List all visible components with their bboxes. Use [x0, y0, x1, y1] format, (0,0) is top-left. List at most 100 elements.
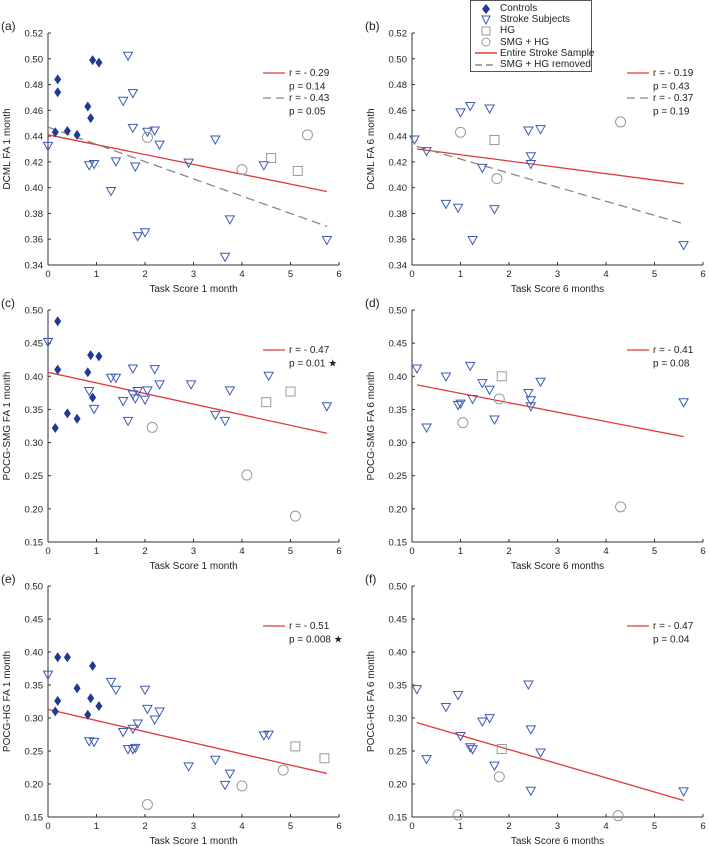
y-tick-label: 0.25 [25, 471, 44, 482]
hg-point [266, 153, 277, 164]
stroke-subject-point [467, 236, 478, 246]
stroke-subject-point [224, 769, 236, 780]
stroke-subject-point [142, 704, 153, 715]
y-tick-label: 0.35 [389, 405, 408, 416]
y-tick-label: 0.30 [389, 438, 408, 449]
x-tick-label: 1 [458, 546, 463, 557]
legend-removed: SMG + HG removed [475, 59, 591, 70]
stats-entire-text: p = 0.04 [653, 635, 690, 646]
control-point [51, 422, 59, 433]
x-tick-label: 1 [94, 546, 99, 557]
x-tick-label: 0 [45, 269, 50, 280]
x-tick-label: 6 [700, 546, 705, 557]
y-tick-label: 0.34 [25, 261, 44, 272]
hg-point [496, 744, 507, 755]
y-tick-label: 0.40 [389, 183, 408, 194]
x-tick-label: 4 [239, 269, 244, 280]
legend-label: Entire Stroke Sample [500, 47, 595, 59]
x-tick-label: 5 [288, 821, 293, 832]
control-point [84, 367, 92, 378]
x-tick-label: 0 [45, 546, 50, 557]
stroke-subject-point [263, 371, 275, 382]
stroke-subject-point [467, 394, 478, 405]
control-point [51, 706, 59, 717]
y-tick-label: 0.46 [389, 106, 408, 117]
smg-hg-point [241, 469, 253, 481]
x-tick-label: 4 [239, 546, 244, 557]
stroke-subject-point [321, 236, 333, 246]
stroke-subject-point [129, 743, 141, 754]
smg-hg-point [236, 164, 248, 176]
hg-point [319, 753, 330, 764]
stroke-subject-point [88, 404, 100, 415]
y-tick-label: 0.34 [389, 261, 408, 272]
stroke-subject-point [258, 731, 270, 741]
fit-line-entire [47, 708, 328, 775]
x-tick-label: 3 [555, 269, 560, 280]
stroke-subject-point [525, 402, 537, 412]
triangle-down-icon [475, 15, 497, 25]
circle-icon [475, 37, 497, 47]
stroke-subject-point [127, 724, 139, 735]
stroke-subject-point [440, 372, 452, 382]
control-point [89, 660, 97, 671]
y-tick-label: 0.42 [389, 157, 408, 168]
stroke-subject-point [117, 728, 129, 738]
stroke-subject-point [452, 400, 464, 411]
stroke-subject-point [110, 373, 122, 384]
y-tick-label: 0.40 [389, 372, 408, 383]
smg-hg-point [236, 780, 248, 792]
stroke-subject-point [525, 152, 537, 162]
stroke-subject-point [263, 730, 275, 741]
legend-label: HG [500, 25, 515, 37]
y-tick-label: 0.40 [25, 372, 44, 383]
stroke-subject-point [525, 725, 537, 735]
stroke-subject-point [476, 717, 488, 727]
stats-entire-text: p = 0.08 [653, 359, 690, 370]
stats-removed-text: r = - 0.37 [653, 93, 694, 104]
legend-label: SMG + HG [500, 36, 550, 48]
x-tick-label: 3 [555, 821, 560, 832]
x-tick-label: 2 [506, 269, 511, 280]
y-tick-label: 0.15 [25, 538, 44, 549]
control-point [87, 693, 95, 704]
x-axis-label: Task Score 1 month [149, 284, 237, 295]
y-axis-label: POCG-HG FA 6 month [366, 651, 377, 752]
stroke-subject-point [83, 387, 95, 397]
legend: Controls Stroke Subjects HG SMG + HG Ent… [470, 0, 595, 72]
stats-entire-text: r = - 0.29 [289, 68, 330, 79]
stroke-subject-point [535, 377, 546, 388]
control-point [73, 683, 81, 694]
stroke-subject-point [129, 394, 141, 404]
x-tick-label: 2 [506, 821, 511, 832]
stroke-subject-point [455, 399, 466, 410]
control-point [63, 125, 71, 136]
y-tick-label: 0.36 [389, 235, 408, 246]
stroke-subject-point [464, 743, 476, 753]
control-point [54, 74, 62, 85]
stroke-subject-point [83, 737, 95, 747]
fit-line-entire [47, 134, 328, 193]
x-tick-label: 6 [700, 269, 705, 280]
stroke-subject-point [42, 337, 54, 348]
y-tick-label: 0.20 [389, 780, 408, 791]
smg-hg-point [301, 129, 313, 141]
x-tick-label: 4 [603, 546, 608, 557]
x-tick-label: 5 [288, 269, 293, 280]
y-tick-label: 0.50 [389, 54, 408, 65]
x-tick-label: 2 [506, 546, 511, 557]
x-tick-label: 6 [336, 546, 341, 557]
y-tick-label: 0.35 [25, 681, 44, 692]
stroke-subject-point [88, 737, 100, 748]
stroke-subject-point [42, 141, 54, 152]
stroke-subject-point [127, 89, 139, 99]
stroke-subject-point [484, 104, 495, 115]
control-point [54, 652, 62, 663]
y-tick-label: 0.36 [25, 235, 44, 246]
control-point [89, 55, 97, 66]
stroke-subject-point [105, 677, 117, 688]
smg-hg-point [615, 501, 627, 513]
x-tick-label: 1 [94, 269, 99, 280]
x-tick-label: 4 [603, 269, 608, 280]
